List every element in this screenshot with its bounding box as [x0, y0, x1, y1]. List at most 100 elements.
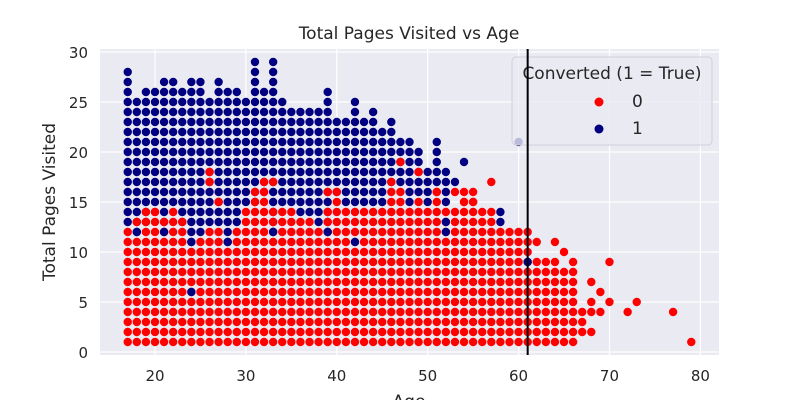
point-converted-1 [168, 77, 178, 87]
point-converted-1 [441, 167, 451, 177]
point-converted-1 [178, 157, 187, 167]
point-converted-1 [214, 117, 223, 127]
point-converted-0 [541, 317, 551, 327]
point-converted-1 [178, 97, 187, 107]
point-converted-0 [232, 247, 241, 257]
point-converted-1 [250, 137, 260, 147]
point-converted-0 [387, 237, 396, 247]
point-converted-0 [587, 297, 596, 307]
point-converted-1 [250, 167, 260, 177]
point-converted-1 [214, 167, 223, 177]
point-converted-0 [487, 217, 496, 227]
point-converted-1 [250, 107, 260, 117]
legend-marker-1 [594, 124, 604, 134]
point-converted-0 [287, 297, 296, 307]
point-converted-0 [568, 287, 578, 297]
point-converted-1 [359, 137, 369, 147]
point-converted-1 [305, 157, 314, 167]
point-converted-0 [314, 247, 323, 257]
point-converted-0 [296, 227, 305, 237]
point-converted-1 [359, 197, 369, 207]
point-converted-0 [450, 237, 460, 247]
point-converted-0 [287, 337, 296, 347]
point-converted-0 [250, 247, 260, 257]
point-converted-0 [359, 317, 369, 327]
point-converted-0 [187, 247, 196, 257]
point-converted-1 [159, 177, 169, 187]
point-converted-0 [559, 247, 569, 257]
point-converted-0 [459, 247, 469, 257]
point-converted-1 [259, 137, 269, 147]
point-converted-1 [223, 157, 232, 167]
point-converted-0 [305, 287, 314, 297]
point-converted-0 [487, 337, 496, 347]
point-converted-0 [568, 257, 578, 267]
point-converted-0 [323, 307, 332, 317]
point-converted-1 [132, 227, 142, 237]
point-converted-0 [278, 207, 287, 217]
point-converted-0 [159, 327, 169, 337]
point-converted-0 [232, 297, 241, 307]
point-converted-0 [205, 277, 214, 287]
point-converted-0 [478, 337, 487, 347]
point-converted-1 [132, 177, 142, 187]
point-converted-0 [323, 267, 332, 277]
point-converted-1 [387, 117, 396, 127]
point-converted-0 [359, 277, 369, 287]
point-converted-0 [250, 197, 260, 207]
point-converted-0 [278, 337, 287, 347]
legend: Converted (1 = True) 0 1 [511, 56, 713, 146]
point-converted-0 [123, 267, 132, 277]
point-converted-0 [305, 227, 314, 237]
point-converted-0 [432, 307, 441, 317]
point-converted-1 [150, 97, 160, 107]
point-converted-0 [405, 277, 414, 287]
point-converted-0 [632, 297, 641, 307]
point-converted-0 [568, 267, 578, 277]
point-converted-0 [414, 217, 423, 227]
point-converted-1 [368, 107, 378, 117]
point-converted-0 [123, 227, 132, 237]
point-converted-1 [368, 127, 378, 137]
point-converted-0 [278, 237, 287, 247]
point-converted-0 [378, 297, 387, 307]
point-converted-0 [287, 327, 296, 337]
point-converted-0 [196, 287, 205, 297]
point-converted-0 [559, 287, 569, 297]
point-converted-1 [314, 157, 323, 167]
point-converted-0 [159, 267, 169, 277]
point-converted-0 [396, 337, 405, 347]
point-converted-1 [350, 177, 360, 187]
point-converted-1 [350, 147, 360, 157]
point-converted-0 [368, 257, 378, 267]
point-converted-1 [205, 187, 214, 197]
point-converted-0 [205, 267, 214, 277]
point-converted-0 [405, 327, 414, 337]
point-converted-1 [314, 207, 323, 217]
point-converted-0 [305, 257, 314, 267]
point-converted-1 [178, 207, 187, 217]
point-converted-0 [123, 237, 132, 247]
point-converted-0 [405, 257, 414, 267]
point-converted-1 [341, 147, 351, 157]
point-converted-0 [168, 337, 178, 347]
point-converted-0 [323, 257, 332, 267]
point-converted-1 [223, 187, 232, 197]
point-converted-1 [141, 197, 151, 207]
point-converted-0 [441, 257, 451, 267]
point-converted-0 [205, 247, 214, 257]
point-converted-0 [550, 237, 560, 247]
point-converted-1 [214, 87, 223, 97]
point-converted-0 [314, 287, 323, 297]
point-converted-1 [441, 197, 451, 207]
point-converted-0 [414, 327, 423, 337]
point-converted-0 [332, 287, 341, 297]
point-converted-0 [132, 277, 142, 287]
point-converted-0 [405, 317, 414, 327]
point-converted-1 [268, 157, 278, 167]
point-converted-0 [568, 327, 578, 337]
point-converted-1 [378, 197, 387, 207]
point-converted-1 [296, 137, 305, 147]
point-converted-1 [159, 187, 169, 197]
